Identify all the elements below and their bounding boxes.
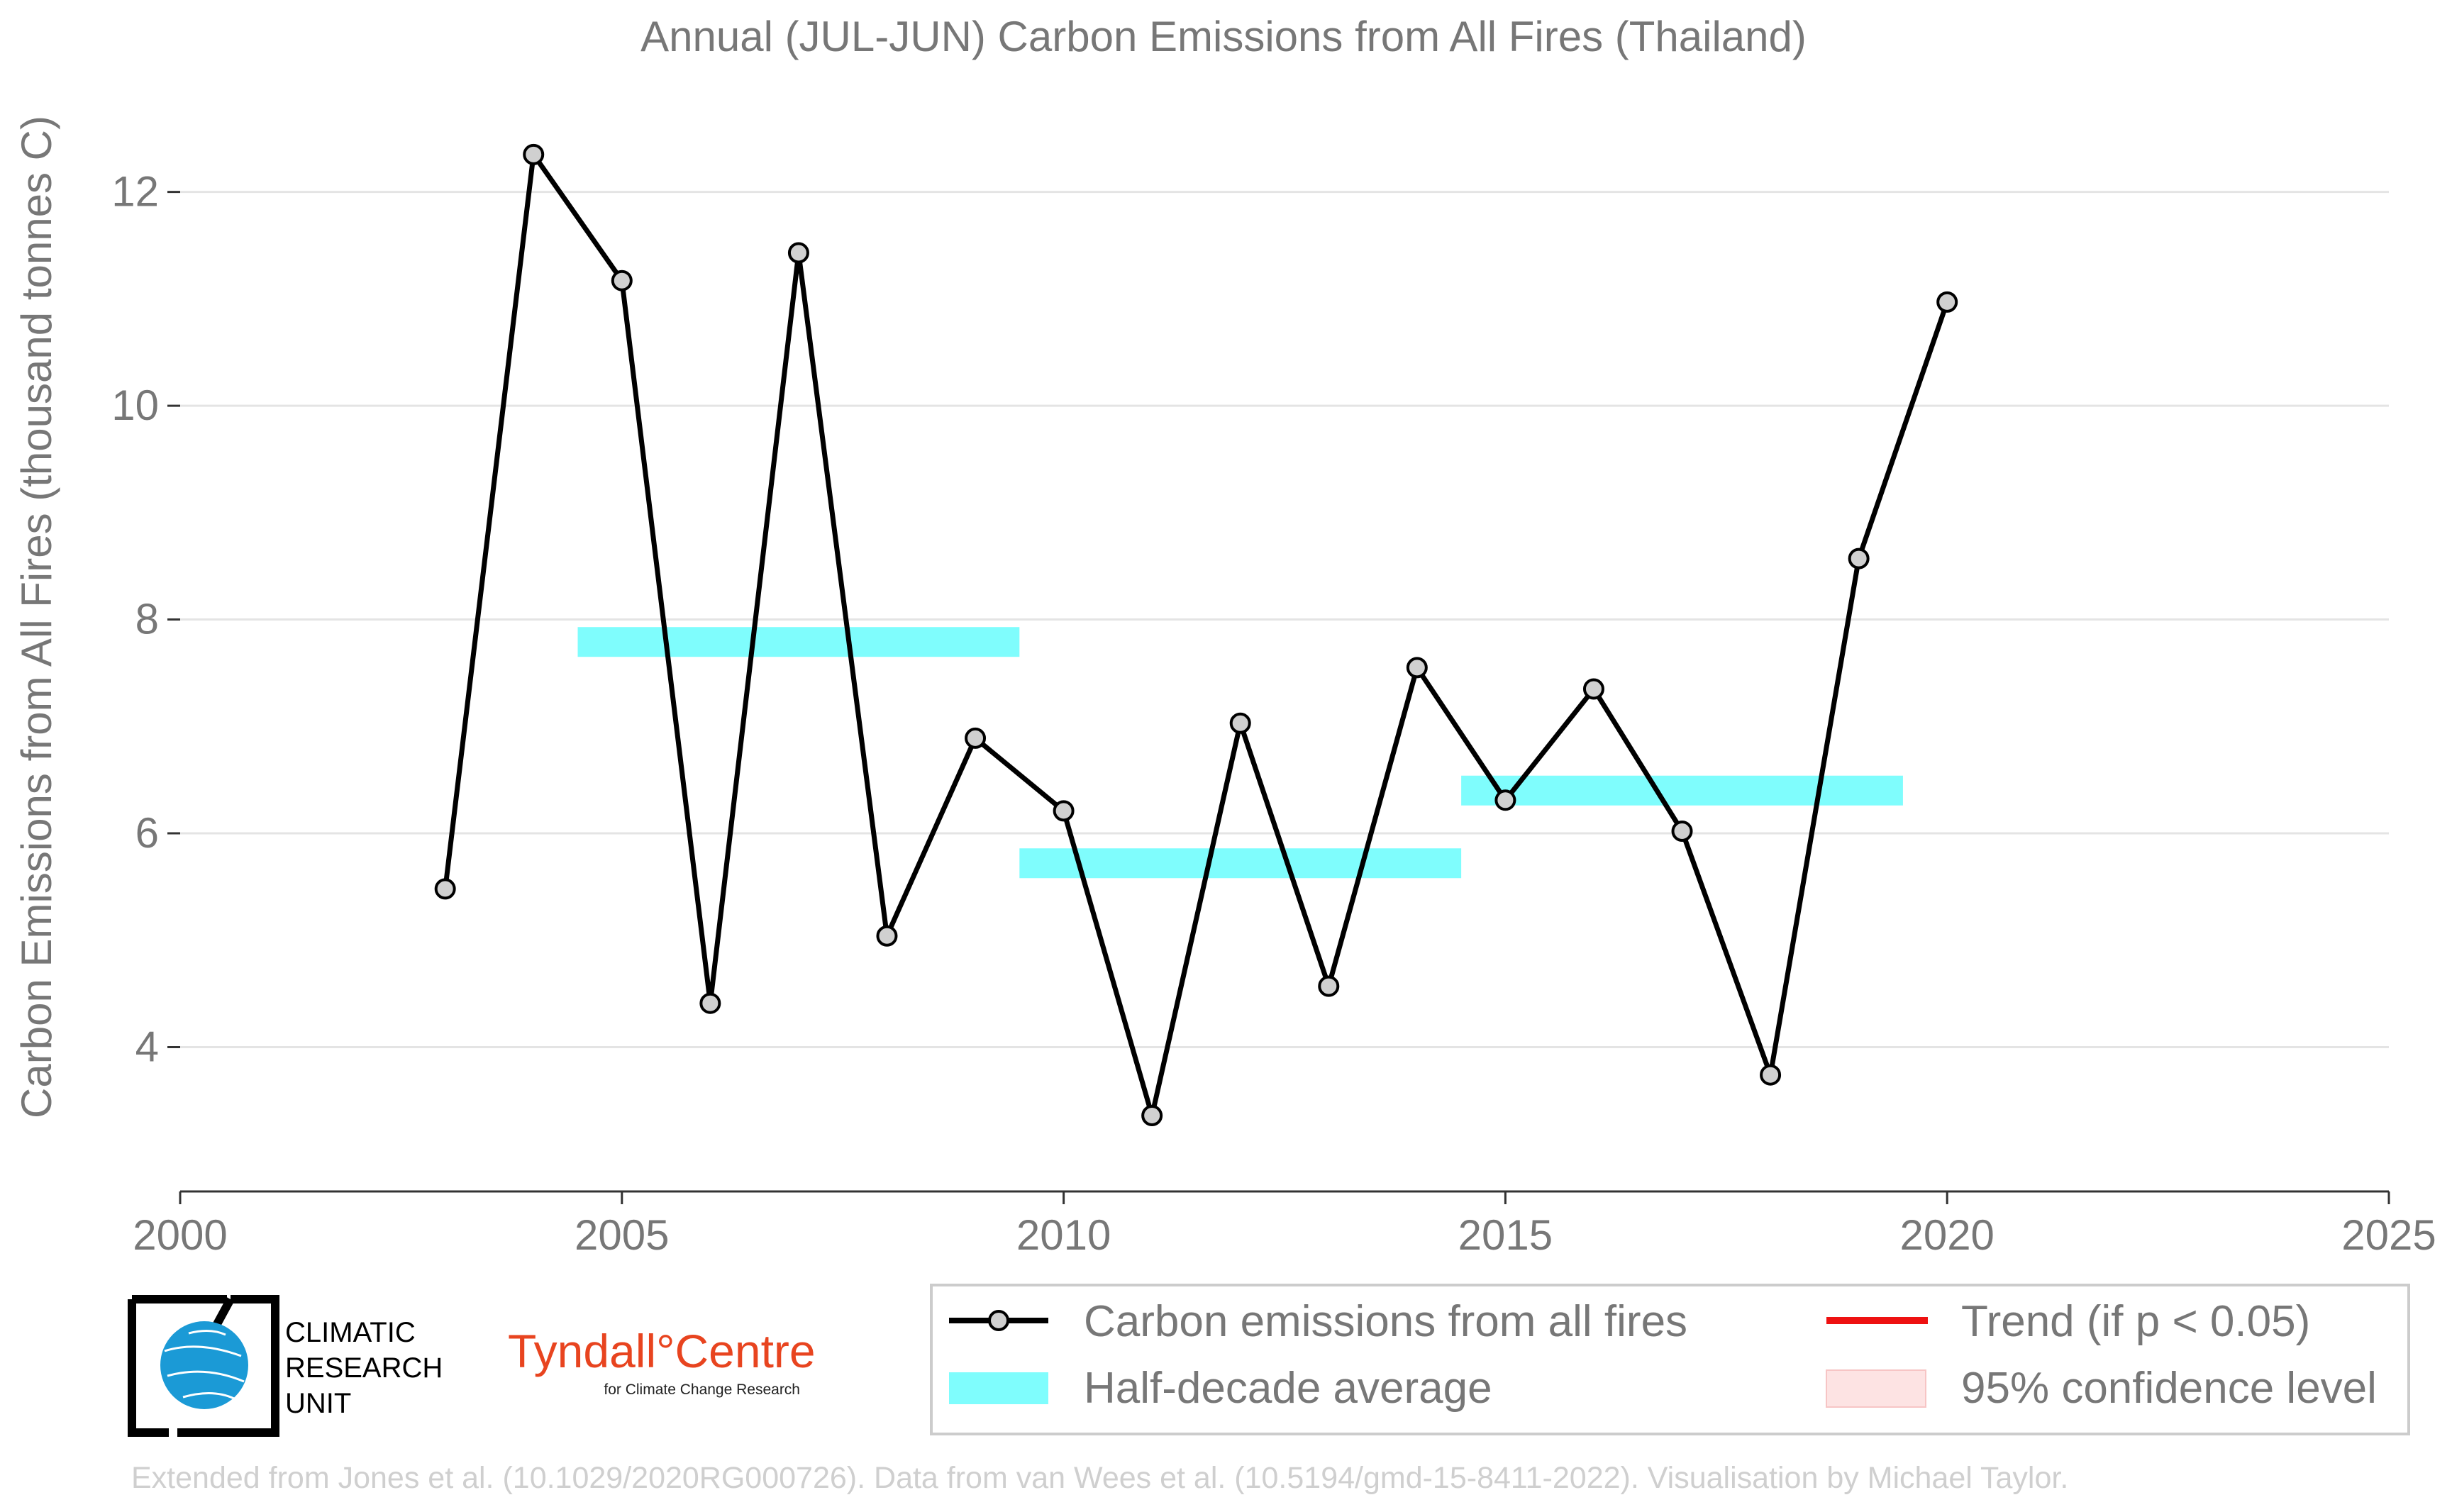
globe-icon: [160, 1321, 248, 1409]
emissions-point: [523, 143, 545, 165]
emissions-line: [443, 152, 1950, 1118]
tyndall-name: Tyndall°Centre: [508, 1325, 816, 1377]
cru-text-line-1: CLIMATIC: [285, 1317, 416, 1348]
emissions-point: [1671, 821, 1693, 843]
tyndall-subtitle: for Climate Change Research: [604, 1382, 800, 1398]
half-decade-average-band: [577, 627, 1020, 657]
legend-label-emissions: Carbon emissions from all fires: [1084, 1297, 1687, 1346]
cru-text-line-3: UNIT: [285, 1388, 351, 1419]
tyndall-logo: Tyndall°Centre for Climate Change Resear…: [508, 1325, 816, 1398]
emissions-point: [1848, 547, 1870, 569]
emissions-point: [1053, 800, 1075, 822]
y-tick-label: 12: [111, 168, 159, 216]
legend-label-average: Half-decade average: [1084, 1364, 1492, 1413]
legend-confidence-symbol: [1826, 1369, 1926, 1408]
y-tick-label: 4: [135, 1023, 159, 1071]
globe-lines: [164, 1330, 245, 1400]
emissions-point: [699, 992, 721, 1014]
x-tick-label: 2015: [1458, 1211, 1553, 1259]
x-tick-label: 2025: [2341, 1211, 2436, 1259]
x-tick-label: 2020: [1899, 1211, 1994, 1259]
legend-band-symbol: [949, 1372, 1048, 1404]
emissions-point: [1760, 1064, 1782, 1086]
y-tick-label: 8: [135, 596, 159, 643]
legend-box: [930, 1284, 2410, 1435]
chart-title: Annual (JUL-JUN) Carbon Emissions from A…: [640, 13, 1807, 60]
x-tick-label: 2010: [1016, 1211, 1111, 1259]
cru-logo: CLIMATIC RESEARCH UNIT: [128, 1295, 443, 1437]
cru-text-line-2: RESEARCH: [285, 1352, 443, 1384]
emissions-point: [434, 878, 456, 900]
y-axis-label: Carbon Emissions from All Fires (thousan…: [13, 116, 60, 1118]
x-tick-label: 2000: [133, 1211, 227, 1259]
emissions-point: [1229, 712, 1251, 734]
x-tick-label: 2005: [575, 1211, 669, 1259]
half-decade-average-band: [1461, 775, 1903, 806]
axes: 4 6 8 10 12 2000 2005 2010 2015 2020 2025: [111, 168, 2436, 1259]
legend-label-trend: Trend (if p < 0.05): [1961, 1297, 2310, 1346]
half-decade-average-band: [1019, 848, 1462, 879]
legend-label-confidence: 95% confidence level: [1961, 1364, 2377, 1413]
emissions-point: [1406, 657, 1428, 679]
emissions-point: [1494, 789, 1516, 811]
legend: Carbon emissions from all fires Trend (i…: [930, 1284, 2410, 1435]
half-decade-average-bands: [577, 627, 1903, 879]
y-tick-label: 10: [111, 382, 159, 429]
legend-marker-symbol: [988, 1310, 1009, 1331]
credit-text: Extended from Jones et al. (10.1029/2020…: [131, 1461, 2068, 1495]
y-tick-label: 6: [135, 809, 159, 857]
emissions-point: [611, 269, 633, 291]
emissions-point: [1936, 291, 1958, 313]
emissions-point: [1318, 975, 1340, 997]
cru-logo-frame: [128, 1295, 279, 1437]
emissions-point: [1582, 678, 1604, 700]
emissions-point: [965, 727, 987, 749]
emissions-point: [787, 242, 809, 264]
emissions-series: [434, 143, 1958, 1126]
emissions-point: [1141, 1104, 1163, 1126]
gridlines: [180, 191, 2389, 1049]
emissions-point: [876, 925, 898, 947]
